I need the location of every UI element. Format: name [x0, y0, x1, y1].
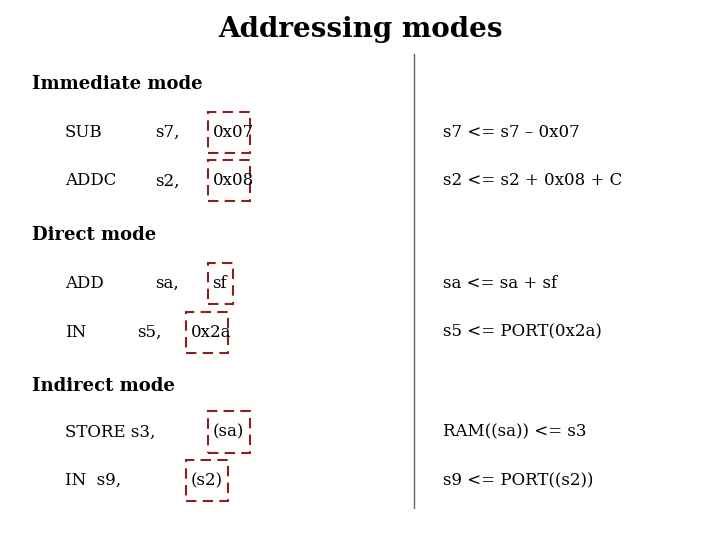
- Text: IN  s9,: IN s9,: [65, 472, 121, 489]
- Text: (s2): (s2): [191, 472, 223, 489]
- Bar: [208, 263, 233, 304]
- Bar: [186, 312, 228, 353]
- Text: Addressing modes: Addressing modes: [217, 16, 503, 43]
- Text: s2 <= s2 + 0x08 + C: s2 <= s2 + 0x08 + C: [443, 172, 622, 190]
- Text: RAM((sa)) <= s3: RAM((sa)) <= s3: [443, 423, 586, 441]
- Text: IN: IN: [65, 323, 86, 341]
- Text: Immediate mode: Immediate mode: [32, 75, 203, 93]
- Text: 0x2a: 0x2a: [191, 323, 231, 341]
- Bar: [208, 160, 250, 201]
- Text: (sa): (sa): [212, 423, 244, 441]
- Bar: [186, 460, 228, 501]
- Text: s2,: s2,: [155, 172, 179, 190]
- Text: 0x07: 0x07: [212, 124, 253, 141]
- Text: ADDC: ADDC: [65, 172, 116, 190]
- Text: STORE s3,: STORE s3,: [65, 423, 156, 441]
- Text: s7 <= s7 – 0x07: s7 <= s7 – 0x07: [443, 124, 580, 141]
- Text: 0x08: 0x08: [212, 172, 253, 190]
- Text: Indirect mode: Indirect mode: [32, 377, 175, 395]
- Bar: [208, 411, 250, 453]
- Bar: [208, 112, 250, 153]
- Text: s5 <= PORT(0x2a): s5 <= PORT(0x2a): [443, 323, 602, 341]
- Text: s5,: s5,: [137, 323, 161, 341]
- Text: s9 <= PORT((s2)): s9 <= PORT((s2)): [443, 472, 593, 489]
- Text: s7,: s7,: [155, 124, 179, 141]
- Text: sa,: sa,: [155, 275, 179, 292]
- Text: ADD: ADD: [65, 275, 104, 292]
- Text: SUB: SUB: [65, 124, 102, 141]
- Text: Direct mode: Direct mode: [32, 226, 157, 244]
- Text: sa <= sa + sf: sa <= sa + sf: [443, 275, 557, 292]
- Text: sf: sf: [212, 275, 227, 292]
